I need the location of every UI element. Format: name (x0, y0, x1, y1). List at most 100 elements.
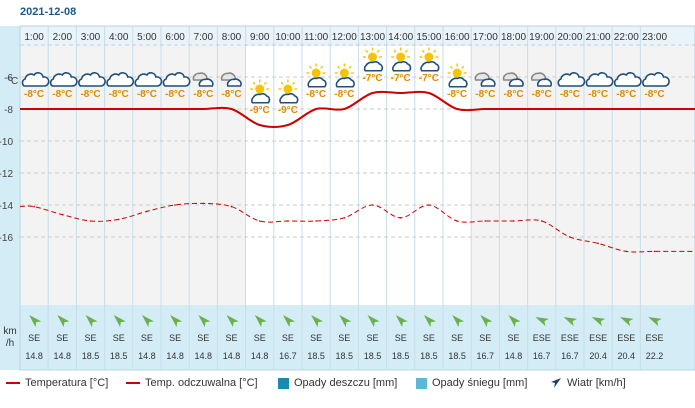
feels-like-point (61, 213, 64, 216)
feels-like-point (428, 204, 430, 206)
legend-label: Wiatr [km/h] (567, 377, 626, 389)
temperature-point (371, 92, 374, 94)
wind-direction-icon (367, 315, 380, 328)
hour-label: 21:00 (586, 32, 611, 43)
sun-disc (311, 68, 321, 78)
wind-direction-icon (563, 317, 578, 327)
cloud-shape (49, 72, 78, 87)
feels-like-point (258, 220, 261, 222)
temperature-point (258, 124, 261, 126)
wind-arrow (535, 317, 549, 327)
wind-direction-icon (29, 315, 42, 328)
cloud-shape (198, 78, 214, 87)
wind-direction-icon (311, 315, 324, 328)
cloud-shape (192, 72, 208, 81)
cloudy-icon (106, 72, 135, 87)
temperature-point (343, 108, 346, 110)
wind-speed-label: 18.5 (364, 351, 382, 361)
feels-like-point (146, 210, 148, 213)
wind-speed-label: 14.8 (223, 351, 241, 361)
wind-speed-label: 14.8 (138, 351, 156, 361)
hour-label: 13:00 (360, 32, 385, 43)
cloud-shape (251, 92, 271, 104)
wind-speed-label: 14.8 (25, 351, 43, 361)
legend-item: Opady śniegu [mm] (416, 377, 527, 389)
wind-direction-label: SE (197, 333, 209, 343)
cloud-shape (134, 72, 163, 87)
hour-label: 5:00 (137, 32, 157, 43)
wind-direction-icon (254, 315, 267, 328)
wind-arrow-icon (550, 377, 562, 389)
feels-like-point (569, 236, 571, 238)
cloudy-icon (49, 72, 78, 87)
wind-arrow (619, 317, 634, 327)
hour-label: 15:00 (416, 32, 441, 43)
wind-direction-icon (648, 317, 662, 327)
feels-like-point (597, 242, 599, 245)
sun-ray (320, 65, 324, 69)
y-tick-label: -10 (0, 137, 13, 148)
wind-direction-label: ESE (589, 333, 607, 343)
cloudy-icon (21, 72, 50, 87)
legend-item: Opady deszczu [mm] (278, 377, 397, 389)
wind-direction-label: SE (479, 333, 491, 343)
wind-speed-label: 14.8 (195, 351, 213, 361)
wind-arrow (29, 315, 42, 328)
cloud-shape (474, 72, 490, 81)
sun-ray (449, 65, 453, 69)
legend-line-swatch (126, 382, 140, 384)
wind-direction-icon (423, 315, 436, 328)
feels-like-point (399, 217, 402, 219)
sun-ray (365, 49, 369, 53)
wind-speed-label: 16.7 (533, 351, 551, 361)
temperature-label: -8°C (80, 89, 100, 100)
wind-direction-label: SE (310, 333, 322, 343)
cloudy-icon (642, 72, 670, 87)
temperature-point (625, 108, 628, 110)
y-tick-label: -12 (0, 169, 13, 180)
legend-label: Temp. odczuwalna [°C] (145, 377, 258, 389)
temperature-point (145, 108, 148, 110)
wind-arrow (480, 315, 493, 328)
legend-item: Temperatura [°C] (6, 377, 108, 389)
temperature-label: -8°C (137, 89, 157, 100)
wind-unit-label: /h (6, 338, 14, 349)
temperature-label: -8°C (221, 89, 241, 100)
sun-ray (337, 65, 341, 69)
wind-direction-label: ESE (617, 333, 635, 343)
feels-like-point (456, 220, 458, 222)
cloud-shape (162, 72, 191, 87)
temperature-point (540, 108, 543, 110)
legend-item: Wiatr [km/h] (550, 377, 626, 389)
wind-arrow (367, 315, 380, 328)
hour-label: 18:00 (501, 32, 526, 43)
hour-label: 11:00 (304, 32, 329, 43)
cloud-shape (557, 72, 586, 87)
temperature-point (484, 108, 487, 110)
legend-box-swatch (278, 377, 289, 389)
wind-speed-label: 18.5 (82, 351, 100, 361)
wind-arrow (591, 317, 606, 327)
temperature-point (653, 108, 656, 110)
sun-disc (368, 52, 377, 62)
hour-label: 2:00 (53, 32, 73, 43)
hour-label: 20:00 (557, 32, 582, 43)
wind-arrow (226, 315, 239, 328)
legend-label: Temperatura [°C] (25, 377, 109, 389)
partly-sunny-icon (363, 47, 384, 72)
wind-direction-icon (113, 315, 126, 328)
sun-ray (433, 49, 437, 53)
wind-speed-label: 18.5 (307, 351, 325, 361)
feels-like-point (117, 218, 120, 221)
temperature-point (427, 92, 430, 94)
y-tick-label: -16 (0, 233, 13, 244)
cloudy-icon (78, 72, 106, 87)
cloud-shape (420, 60, 440, 72)
cloud-shape (279, 92, 299, 104)
wind-direction-icon (141, 315, 154, 328)
hour-label: 12:00 (332, 32, 357, 43)
partly-sunny-icon (334, 63, 355, 88)
wind-direction-icon (591, 317, 606, 327)
date-label: 2021-12-08 (20, 6, 77, 18)
temperature-label: -8°C (109, 89, 129, 100)
